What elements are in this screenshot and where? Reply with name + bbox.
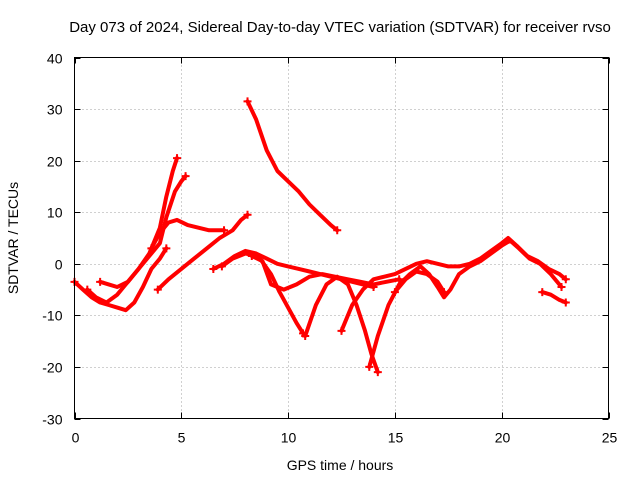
series-point-marker — [440, 288, 449, 297]
series-point-marker — [96, 277, 105, 286]
series-point-marker — [538, 288, 547, 297]
series-point-marker — [173, 154, 182, 163]
series-line-4 — [149, 217, 226, 251]
axis-ticks: 0 5 10 15 20 25 -30 -20 -10 0 10 20 30 40 — [42, 51, 617, 446]
series-point-marker — [220, 226, 229, 235]
y-tick-label: -30 — [42, 412, 62, 428]
series-line-13 — [392, 269, 446, 295]
series-line-8 — [219, 251, 306, 336]
series-point-marker — [390, 288, 399, 297]
y-tick-label: 30 — [47, 102, 63, 118]
x-tick-label: 5 — [178, 430, 186, 446]
series-line-3 — [98, 174, 188, 289]
series-line-6 — [245, 99, 340, 233]
x-tick-label: 25 — [602, 430, 618, 446]
series-point-marker — [83, 285, 92, 294]
series-point-marker — [301, 331, 310, 340]
x-axis-label: GPS time / hours — [287, 457, 394, 473]
x-tick-label: 10 — [281, 430, 297, 446]
series-point-marker — [181, 172, 190, 181]
series-point-marker — [217, 262, 226, 271]
series-point-marker — [365, 362, 374, 371]
y-tick-label: 0 — [55, 257, 63, 273]
series-point-marker — [373, 368, 382, 377]
series-line-9 — [249, 254, 402, 292]
y-tick-label: 20 — [47, 154, 63, 170]
chart-title: Day 073 of 2024, Sidereal Day-to-day VTE… — [69, 19, 611, 36]
series-line-1 — [72, 246, 169, 313]
series-point-marker — [247, 252, 256, 261]
series-point-marker — [162, 244, 171, 253]
series-line-14 — [540, 290, 568, 305]
series-point-marker — [561, 298, 570, 307]
x-tick-label: 20 — [495, 430, 511, 446]
y-axis-label: SDTVAR / TECUs — [5, 182, 21, 294]
series-line-12 — [367, 238, 564, 369]
series-point-marker — [147, 244, 156, 253]
series-point-marker — [153, 285, 162, 294]
series-point-marker — [337, 326, 346, 335]
y-tick-label: -20 — [42, 360, 62, 376]
x-tick-label: 15 — [388, 430, 404, 446]
data-traces — [70, 97, 570, 377]
series-point-marker — [557, 282, 566, 291]
series-point-marker — [333, 226, 342, 235]
series-line-5 — [155, 212, 250, 292]
x-tick-label: 0 — [72, 430, 80, 446]
series-point-marker — [561, 275, 570, 284]
plot-frame — [74, 57, 609, 419]
y-tick-label: 10 — [47, 205, 63, 221]
y-tick-label: 40 — [47, 51, 63, 67]
series-point-marker — [209, 264, 218, 273]
series-line-10 — [303, 274, 380, 375]
series-point-marker — [243, 97, 252, 106]
y-tick-label: -10 — [42, 308, 62, 324]
series-point-marker — [243, 210, 252, 219]
